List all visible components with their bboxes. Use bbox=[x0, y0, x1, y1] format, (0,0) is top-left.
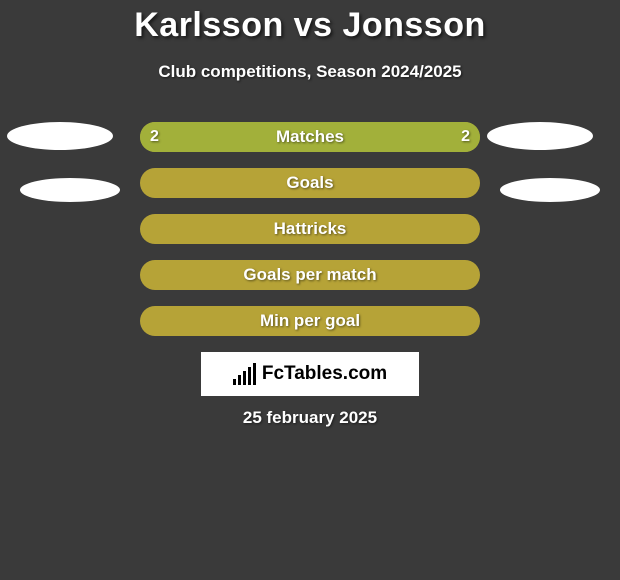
stat-bar-left-fill bbox=[140, 122, 310, 152]
subtitle: Club competitions, Season 2024/2025 bbox=[0, 62, 620, 82]
stat-bar-right-fill bbox=[310, 122, 480, 152]
stat-bar bbox=[140, 214, 480, 244]
page-title: Karlsson vs Jonsson bbox=[0, 6, 620, 45]
stat-bar bbox=[140, 168, 480, 198]
stat-bar bbox=[140, 122, 480, 152]
comparison-infographic: Karlsson vs Jonsson Club competitions, S… bbox=[0, 0, 620, 580]
player-right-ellipse bbox=[500, 178, 600, 202]
fctables-logo: FcTables.com bbox=[201, 352, 419, 396]
stat-row: Hattricks bbox=[0, 214, 620, 244]
stat-bar bbox=[140, 306, 480, 336]
stat-row: Goals bbox=[0, 168, 620, 198]
player-right-ellipse bbox=[487, 122, 593, 150]
logo-bars-icon bbox=[233, 363, 256, 385]
logo-text: FcTables.com bbox=[262, 363, 387, 385]
player-left-ellipse bbox=[20, 178, 120, 202]
player-left-ellipse bbox=[7, 122, 113, 150]
stat-row: Matches22 bbox=[0, 122, 620, 152]
stat-row: Goals per match bbox=[0, 260, 620, 290]
snapshot-date: 25 february 2025 bbox=[0, 408, 620, 428]
stat-row: Min per goal bbox=[0, 306, 620, 336]
stat-bar bbox=[140, 260, 480, 290]
